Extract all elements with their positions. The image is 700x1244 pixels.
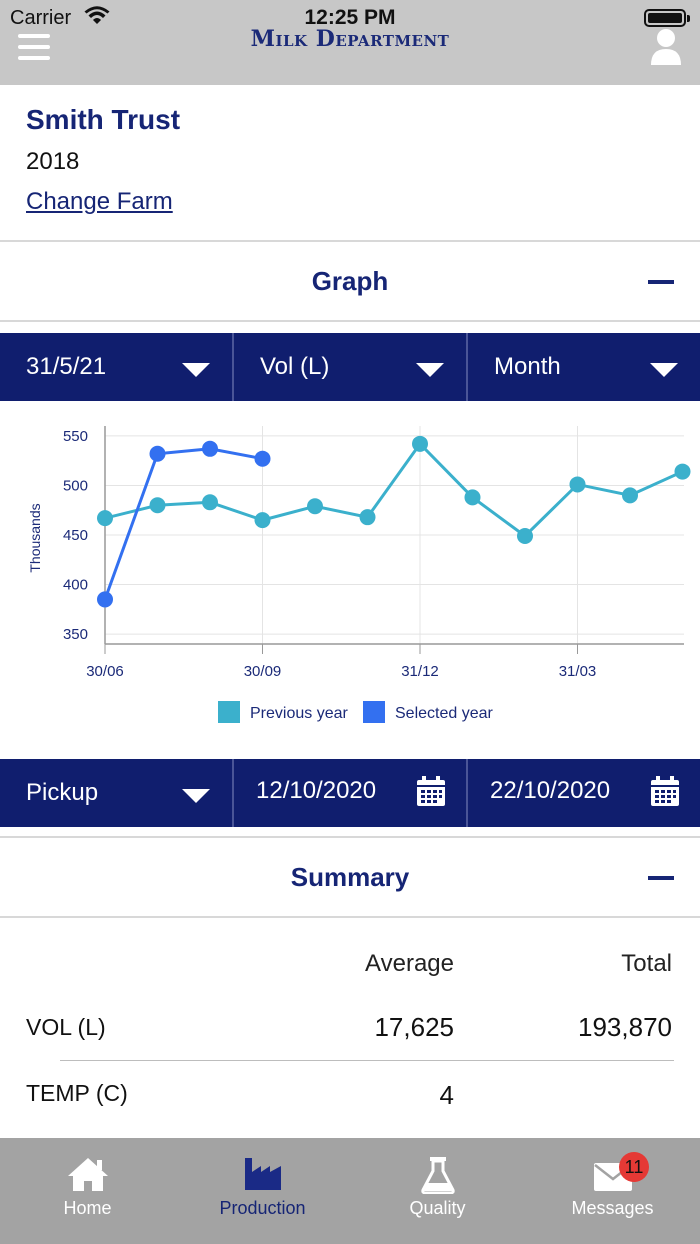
tab-bar: Home Production Quality 11 Messages [0,1138,700,1244]
data-point [569,476,586,493]
wifi-icon [84,6,110,24]
y-axis-label: Thousands [27,503,43,572]
total-column-header: Total [621,950,672,977]
tab-quality-label: Quality [409,1198,466,1218]
graph-filter-bar: 31/5/21 Vol (L) Month [0,333,700,401]
y-tick-label: 550 [63,428,88,445]
chevron-down-icon [182,789,210,803]
row-label-temperature: TEMP (C) [26,1080,128,1106]
data-point [254,450,271,467]
top-bar: Carrier 12:25 PM Milk Department [0,0,700,85]
legend-label: Selected year [395,705,494,722]
tab-quality[interactable]: Quality [350,1138,525,1244]
tab-messages[interactable]: 11 Messages [525,1138,700,1244]
to-date-value: 22/10/2020 [490,777,611,804]
series-line [103,447,263,600]
summary-table: Average Total VOL (L) 17,625 193,870 TEM… [0,920,700,1138]
summary-section-header[interactable]: Summary [0,836,700,918]
data-point [464,489,481,506]
unread-badge: 11 [619,1152,649,1182]
tab-home[interactable]: Home [0,1138,175,1244]
metric-select-value: Vol (L) [260,353,330,380]
farm-year: 2018 [26,148,80,175]
data-point [622,487,638,504]
to-date-field[interactable]: 22/10/2020 [468,759,700,827]
x-tick-label: 30/09 [244,663,282,680]
carrier-label: Carrier [10,7,72,29]
home-icon [67,1158,108,1191]
volume-average: 17,625 [374,1012,454,1042]
temperature-average: 4 [439,1080,454,1110]
flask-icon [420,1157,455,1194]
pickup-filter-bar: Pickup 12/10/2020 22/10/2020 [0,759,700,827]
data-point [517,527,533,544]
chevron-down-icon [650,363,678,377]
data-point [412,435,428,452]
data-point [359,509,376,526]
graph-section-header[interactable]: Graph [0,240,700,322]
x-tick-label: 31/03 [559,663,597,680]
row-divider [60,1060,674,1061]
legend-swatch [218,701,240,723]
data-point [202,440,218,457]
legend-swatch [363,701,385,723]
chart-legend: Previous year Selected year [218,701,494,723]
chevron-down-icon [416,363,444,377]
metric-select[interactable]: Vol (L) [234,333,468,401]
volume-chart: 350 400 450 500 550 30/06 30/09 31/12 31/03 Thou… [0,408,700,748]
user-icon[interactable] [650,28,682,66]
farm-info: Smith Trust 2018 Change Farm [26,104,180,216]
change-farm-link[interactable]: Change Farm [26,188,173,215]
date-select-value: 31/5/21 [26,353,107,380]
pickup-select-value: Pickup [26,779,99,806]
from-date-field[interactable]: 12/10/2020 [234,759,468,827]
y-tick-label: 500 [63,477,88,494]
date-select[interactable]: 31/5/21 [0,333,234,401]
volume-total: 193,870 [578,1012,672,1042]
collapse-graph-icon[interactable] [648,280,674,284]
x-tick-label: 30/06 [86,663,124,680]
data-point [254,512,271,529]
series-line [104,441,684,538]
legend-label: Previous year [250,705,348,722]
tab-production[interactable]: Production [175,1138,350,1244]
data-point [674,463,691,480]
graph-title: Graph [311,266,389,296]
x-tick-label: 31/12 [401,663,439,680]
data-point [149,497,166,514]
tab-messages-label: Messages [571,1198,654,1218]
y-tick-label: 450 [63,527,88,544]
summary-title: Summary [290,862,410,892]
farm-name: Smith Trust [26,104,181,135]
row-label-volume: VOL (L) [26,1014,106,1040]
collapse-summary-icon[interactable] [648,876,674,880]
from-date-value: 12/10/2020 [256,777,377,804]
average-column-header: Average [365,950,454,977]
chart-svg: 350 400 450 500 550 30/06 30/09 31/12 31/03 Thou… [27,426,691,723]
tab-home-label: Home [63,1198,112,1218]
calendar-icon [651,776,679,806]
data-point [202,494,218,511]
period-select-value: Month [494,353,561,380]
calendar-icon [417,776,445,806]
data-point [149,445,166,462]
pickup-select[interactable]: Pickup [0,759,234,827]
data-point [97,510,113,527]
period-select[interactable]: Month [468,333,700,401]
factory-icon [244,1158,281,1190]
y-tick-label: 400 [63,577,88,594]
tab-production-label: Production [219,1198,306,1218]
y-tick-label: 350 [63,626,88,643]
battery-icon [644,9,690,27]
menu-icon[interactable] [18,34,50,62]
clock: 12:25 PM [304,6,396,29]
chevron-down-icon [182,363,210,377]
data-point [97,591,113,608]
data-point [307,498,323,515]
brand-logo: Milk Department [250,26,450,52]
